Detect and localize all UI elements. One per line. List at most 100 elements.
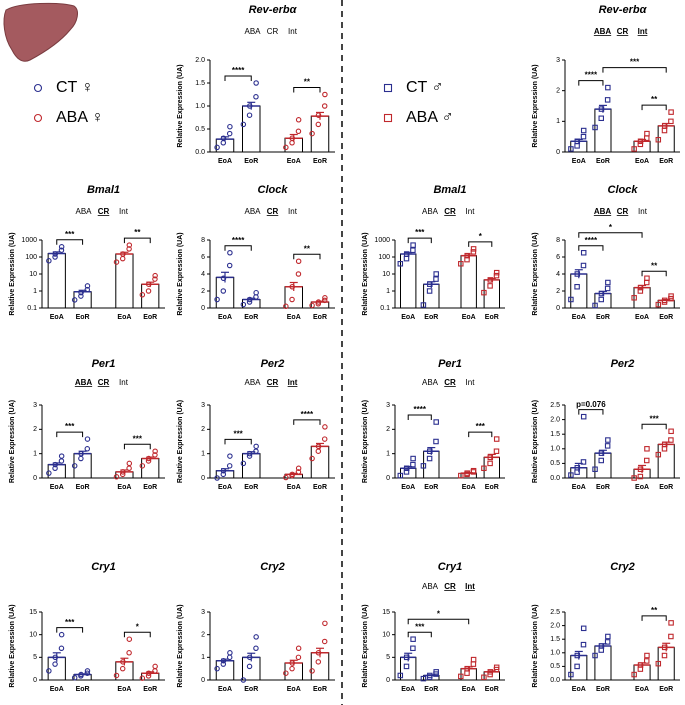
data-point [220,657,227,664]
x-tick-label: EoR [596,314,610,321]
y-tick-label: 0 [33,677,37,684]
data-point [661,297,668,304]
data-point [139,463,146,469]
significance-bracket [123,631,151,638]
y-axis-label: Relative Expression (UA) [532,232,539,315]
data-point [574,283,580,290]
data-point [214,144,220,151]
significance-bracket [56,431,84,438]
y-tick-label: 1 [386,451,390,458]
data-point [433,271,439,277]
data-point [84,283,91,289]
data-point [574,271,581,277]
data-point [668,428,674,435]
data-point [295,128,302,135]
data-point [315,659,322,665]
x-tick-label: EoA [462,314,476,321]
x-tick-label: EoR [596,484,610,491]
x-tick-label: EoR [143,484,157,491]
data-point [145,670,152,676]
data-point [580,262,587,269]
x-tick-label: EoR [313,314,327,321]
significance-label: * [479,232,483,241]
significance-label: p=0.076 [576,400,606,409]
effect-label: ABA [244,207,261,216]
data-point [604,97,611,103]
data-point [289,296,295,303]
effect-label: Int [466,378,476,387]
x-tick-label: EoA [218,686,232,693]
bar [594,452,612,479]
y-tick-label: 1.0 [195,103,205,110]
x-tick-label: EoA [572,686,586,693]
data-point [52,465,58,472]
data-point [410,242,416,248]
data-point [655,136,662,143]
legend-label: CT ♀ [56,79,93,96]
x-tick-label: EoR [424,484,438,491]
significance-bracket [641,615,667,621]
data-point [580,127,587,134]
data-point [289,665,295,672]
x-tick-label: EoA [218,484,232,491]
data-point [631,671,637,678]
x-tick-label: EoR [244,158,258,165]
x-tick-label: EoA [117,484,131,491]
panel-title: Cry1 [91,561,115,573]
effect-label: ABA [75,378,93,387]
panel-title: Cry2 [260,561,284,573]
y-tick-label: 2 [201,632,205,639]
y-tick-label: 1.0 [550,446,560,453]
y-tick-label: 1 [201,654,205,661]
y-tick-label: 1 [201,451,205,458]
data-point [52,251,59,257]
data-point [220,275,227,281]
data-point [420,463,427,469]
data-point [420,675,427,682]
data-point [152,276,158,282]
data-point [604,639,611,645]
y-axis-label: Relative Expression (UA) [532,64,539,147]
data-point [120,251,126,257]
data-point [227,250,233,256]
y-tick-label: 6 [201,254,205,261]
y-tick-label: 2 [386,426,390,433]
data-point [637,473,644,480]
data-point [458,472,464,479]
y-tick-label: 100 [25,254,37,261]
data-point [113,474,120,480]
data-point [458,673,464,680]
data-point [668,293,674,299]
data-point [226,130,233,137]
data-point [240,121,247,128]
data-point [119,471,126,478]
data-point [322,620,328,627]
y-tick-label: 0.5 [195,126,205,133]
data-point [253,634,259,640]
y-tick-label: 5 [386,654,390,661]
legend-label: CT ♂ [406,79,443,96]
data-point [493,272,500,279]
y-tick-label: 1.5 [550,636,560,643]
data-point [58,247,65,253]
y-tick-label: 1 [386,288,390,295]
y-axis-label: Relative Expression (UA) [362,400,369,483]
data-point [145,673,152,679]
data-point [78,293,84,299]
x-tick-label: EoA [287,686,301,693]
y-tick-label: 10 [382,632,390,639]
effect-label: ABA [422,207,439,216]
data-point [289,660,295,666]
data-point [580,625,587,632]
y-tick-label: 2 [201,426,205,433]
y-tick-label: 5 [33,654,37,661]
data-point [598,643,605,649]
significance-bracket [224,75,252,81]
data-point [580,459,587,465]
data-point [458,261,464,267]
y-tick-label: 3 [556,57,560,64]
significance-bracket [123,443,151,450]
y-axis-label: Relative Expression (UA) [177,64,184,147]
data-point [246,112,253,118]
significance-label: ** [651,95,658,104]
